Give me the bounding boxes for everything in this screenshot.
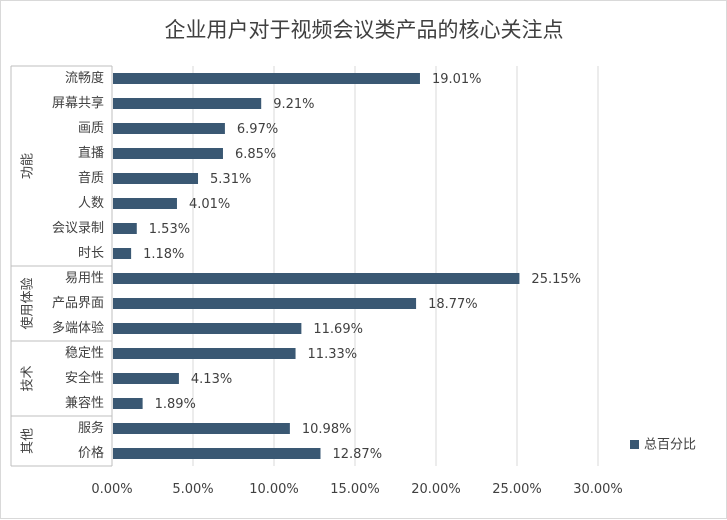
- bar: [113, 173, 199, 184]
- bar: [113, 398, 143, 409]
- category-label: 时长: [78, 246, 104, 261]
- x-tick-label: 20.00%: [411, 482, 461, 497]
- category-label: 安全性: [65, 370, 104, 386]
- x-tick-label: 0.00%: [91, 482, 132, 497]
- category-label: 屏幕共享: [52, 95, 104, 111]
- category-label: 易用性: [65, 271, 104, 286]
- group-label: 其他: [21, 428, 36, 454]
- data-label: 6.97%: [237, 122, 278, 137]
- data-label: 25.15%: [531, 272, 581, 287]
- data-label: 9.21%: [273, 97, 314, 112]
- data-label: 11.33%: [308, 347, 358, 362]
- x-tick-label: 25.00%: [492, 482, 542, 497]
- category-label: 人数: [78, 196, 104, 211]
- bar: [113, 423, 290, 434]
- legend-swatch: [630, 440, 639, 449]
- bar: [113, 323, 302, 334]
- x-tick-label: 10.00%: [249, 482, 299, 497]
- data-label: 1.89%: [155, 397, 196, 412]
- data-label: 1.18%: [143, 247, 184, 262]
- category-label: 流畅度: [65, 70, 104, 86]
- category-label: 服务: [78, 420, 104, 436]
- category-label: 直播: [78, 146, 104, 161]
- data-label: 1.53%: [149, 222, 190, 237]
- legend-label: 总百分比: [644, 438, 696, 453]
- bar: [113, 248, 132, 259]
- data-label: 4.01%: [189, 197, 230, 212]
- category-label: 音质: [78, 170, 104, 186]
- category-labels: 流畅度屏幕共享画质直播音质人数会议录制时长易用性产品界面多端体验稳定性安全性兼容…: [52, 70, 104, 461]
- bar: [113, 148, 223, 159]
- value-labels: 19.01% 9.21% 6.97% 6.85% 5.31% 4.01% 1.53% 1.18…: [143, 72, 581, 462]
- bar: [113, 198, 177, 209]
- bar: [113, 223, 137, 234]
- bar: [113, 348, 296, 359]
- data-label: 6.85%: [235, 147, 276, 162]
- group-label: 使用体验: [20, 277, 36, 329]
- category-label: 稳定性: [65, 345, 104, 361]
- bar: [113, 73, 420, 84]
- group-label: 技术: [21, 365, 36, 391]
- category-label: 会议录制: [52, 221, 104, 236]
- bars: [113, 73, 520, 459]
- legend: 总百分比: [630, 438, 696, 453]
- bar: [113, 448, 321, 459]
- x-tick-label: 15.00%: [330, 482, 380, 497]
- category-label: 产品界面: [52, 296, 104, 311]
- chart-title: 企业用户对于视频会议类产品的核心关注点: [165, 18, 564, 42]
- bar: [113, 123, 225, 134]
- data-label: 10.98%: [302, 422, 352, 437]
- x-tick-labels: 0.00% 5.00% 10.00% 15.00% 20.00% 25.00% 30.00%: [91, 482, 622, 497]
- x-tick-label: 30.00%: [573, 482, 623, 497]
- data-label: 11.69%: [313, 322, 363, 337]
- category-label: 价格: [78, 445, 104, 461]
- category-label: 画质: [78, 121, 104, 136]
- bar: [113, 373, 179, 384]
- data-label: 18.77%: [428, 297, 478, 312]
- bar: [113, 298, 417, 309]
- bar: [113, 273, 520, 284]
- data-label: 19.01%: [432, 72, 482, 87]
- data-label: 12.87%: [332, 447, 382, 462]
- category-label: 多端体验: [52, 320, 104, 336]
- data-label: 4.13%: [191, 372, 232, 387]
- group-label: 功能: [21, 153, 36, 179]
- data-label: 5.31%: [210, 172, 251, 187]
- bar: [113, 98, 262, 109]
- category-label: 兼容性: [65, 395, 104, 411]
- x-tick-label: 5.00%: [172, 482, 213, 497]
